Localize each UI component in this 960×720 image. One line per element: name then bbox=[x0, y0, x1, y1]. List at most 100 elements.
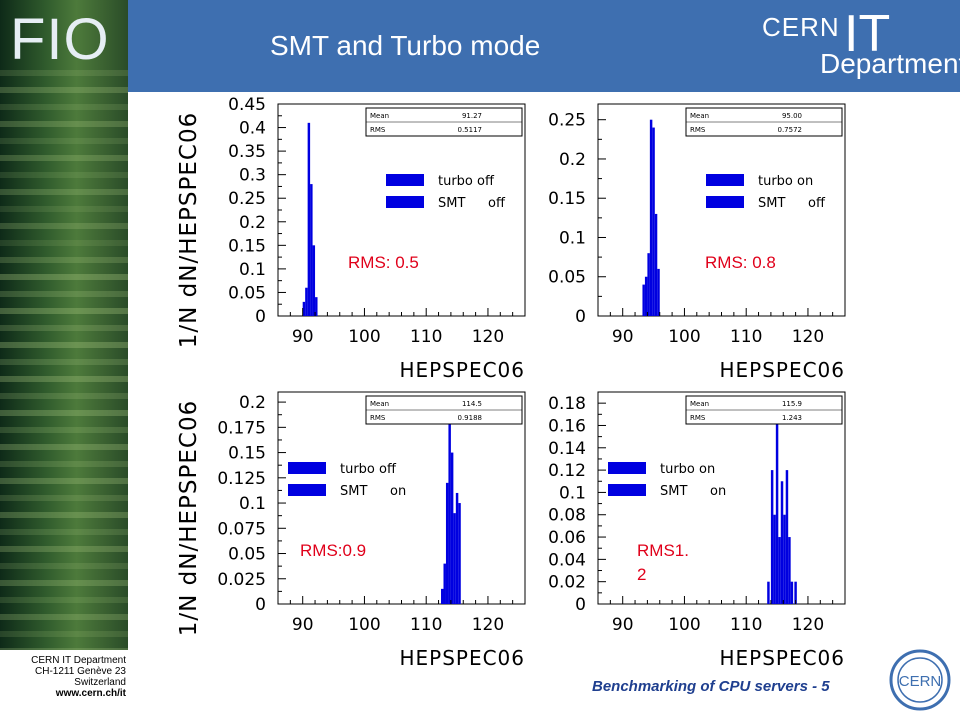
rack-stripe bbox=[0, 444, 128, 450]
rack-stripe bbox=[0, 546, 128, 552]
y-tick-label: 0.025 bbox=[217, 570, 266, 590]
y-tick-label: 0.175 bbox=[217, 418, 266, 438]
stats-mean-value: 115.9 bbox=[782, 400, 802, 408]
x-tick-label: 110 bbox=[730, 327, 762, 347]
rack-stripe bbox=[0, 359, 128, 365]
histogram-bar bbox=[775, 403, 779, 604]
histogram-bar bbox=[644, 276, 648, 316]
y-tick-label: 0.1 bbox=[559, 228, 586, 248]
rack-stripe bbox=[0, 648, 128, 650]
cern-badge-text: CERN bbox=[899, 673, 942, 690]
x-axis-label: HEPSPEC06 bbox=[719, 646, 845, 670]
address-line-1: CERN IT Department bbox=[31, 655, 126, 666]
x-tick-label: 110 bbox=[410, 327, 442, 347]
x-tick-label: 100 bbox=[348, 615, 380, 635]
rack-stripe bbox=[0, 274, 128, 280]
logo-cern-text: CERN bbox=[762, 12, 840, 42]
y-tick-label: 0.45 bbox=[228, 95, 266, 115]
stats-rms-value: 0.9188 bbox=[458, 414, 483, 422]
stats-rms-value: 0.7572 bbox=[778, 126, 803, 134]
x-tick-label: 90 bbox=[612, 615, 634, 635]
rack-stripe bbox=[0, 631, 128, 637]
rack-stripe bbox=[0, 427, 128, 433]
stats-rms-value: 0.5117 bbox=[458, 126, 483, 134]
y-tick-label: 0.2 bbox=[239, 213, 266, 233]
stats-mean-value: 114.5 bbox=[462, 400, 482, 408]
fio-logo: FIO bbox=[10, 7, 110, 72]
x-tick-label: 120 bbox=[792, 327, 824, 347]
x-axis-label: HEPSPEC06 bbox=[719, 358, 845, 382]
y-tick-label: 0.05 bbox=[548, 268, 586, 288]
histogram-bar bbox=[448, 402, 451, 604]
y-tick-label: 0.35 bbox=[228, 142, 266, 162]
y-tick-label: 0.3 bbox=[239, 166, 266, 186]
y-tick-label: 0.125 bbox=[217, 469, 266, 489]
histogram-bar bbox=[450, 452, 454, 604]
histogram-bar bbox=[315, 297, 318, 316]
sidebar-decoration: FIO bbox=[0, 0, 128, 650]
x-axis-label: HEPSPEC06 bbox=[399, 358, 525, 382]
stats-rms-label: RMS bbox=[370, 414, 386, 422]
legend-swatch bbox=[608, 484, 646, 496]
histogram-bar bbox=[647, 253, 650, 316]
y-tick-label: 0.1 bbox=[559, 483, 586, 503]
plot-frame bbox=[277, 391, 526, 605]
histogram-bar bbox=[790, 581, 794, 604]
plot-frame bbox=[597, 391, 846, 605]
histogram-bar bbox=[785, 470, 789, 604]
legend-swatch bbox=[386, 196, 424, 208]
histogram-bar bbox=[794, 581, 797, 604]
histogram-bar bbox=[770, 470, 774, 604]
footer-address: CERN IT Department CH-1211 Genève 23 Swi… bbox=[0, 655, 126, 699]
histogram-bar bbox=[652, 127, 655, 316]
histogram-bar bbox=[307, 122, 311, 316]
y-tick-label: 0.04 bbox=[548, 550, 586, 570]
stats-rms-label: RMS bbox=[370, 126, 386, 134]
histogram-bar bbox=[657, 268, 660, 316]
histogram-bar bbox=[441, 588, 444, 604]
stats-mean-value: 95.00 bbox=[782, 112, 802, 120]
legend-label: SMT bbox=[438, 196, 465, 211]
rack-stripe bbox=[0, 478, 128, 484]
rack-stripe bbox=[0, 87, 128, 93]
logo-department-text: Department bbox=[820, 48, 960, 79]
y-tick-label: 0.05 bbox=[228, 545, 266, 565]
histogram-bar bbox=[773, 514, 776, 604]
y-tick-label: 0.15 bbox=[228, 444, 266, 464]
histogram-bar bbox=[649, 119, 653, 316]
x-tick-label: 100 bbox=[668, 615, 700, 635]
y-tick-label: 0.1 bbox=[239, 494, 266, 514]
legend-label: turbo off bbox=[438, 174, 495, 189]
x-axis-label: HEPSPEC06 bbox=[399, 646, 525, 670]
y-tick-label: 0.4 bbox=[239, 119, 266, 139]
legend-state: off bbox=[808, 196, 826, 211]
histogram-bar bbox=[302, 301, 306, 316]
legend-label: SMT bbox=[340, 484, 367, 499]
rack-stripe bbox=[0, 257, 128, 263]
histogram-bar bbox=[783, 514, 786, 604]
y-tick-label: 0 bbox=[575, 595, 586, 615]
histogram-bar bbox=[788, 537, 791, 604]
legend-swatch bbox=[706, 196, 744, 208]
rack-stripe bbox=[0, 410, 128, 416]
legend-swatch bbox=[706, 174, 744, 186]
histogram-bar bbox=[780, 481, 784, 604]
cern-badge-icon: CERN bbox=[889, 649, 951, 711]
rms-annotation: RMS1. bbox=[637, 541, 689, 560]
legend-swatch bbox=[288, 462, 326, 474]
rack-stripe bbox=[0, 104, 128, 110]
y-tick-label: 0.14 bbox=[548, 439, 586, 459]
rack-stripe bbox=[0, 206, 128, 212]
x-tick-label: 120 bbox=[472, 615, 504, 635]
legend-label: SMT bbox=[660, 484, 687, 499]
legend-label: turbo on bbox=[660, 462, 715, 477]
y-tick-label: 0 bbox=[255, 307, 266, 327]
histogram-bar bbox=[312, 245, 316, 316]
footer-website-link[interactable]: www.cern.ch/it bbox=[55, 688, 126, 699]
stats-mean-label: Mean bbox=[690, 400, 709, 408]
rack-stripe bbox=[0, 155, 128, 161]
x-tick-label: 90 bbox=[292, 615, 314, 635]
rack-stripe bbox=[0, 189, 128, 195]
y-tick-label: 0.16 bbox=[548, 416, 586, 436]
y-axis-label: 1/N dN/HEPSPEC06 bbox=[176, 400, 202, 636]
